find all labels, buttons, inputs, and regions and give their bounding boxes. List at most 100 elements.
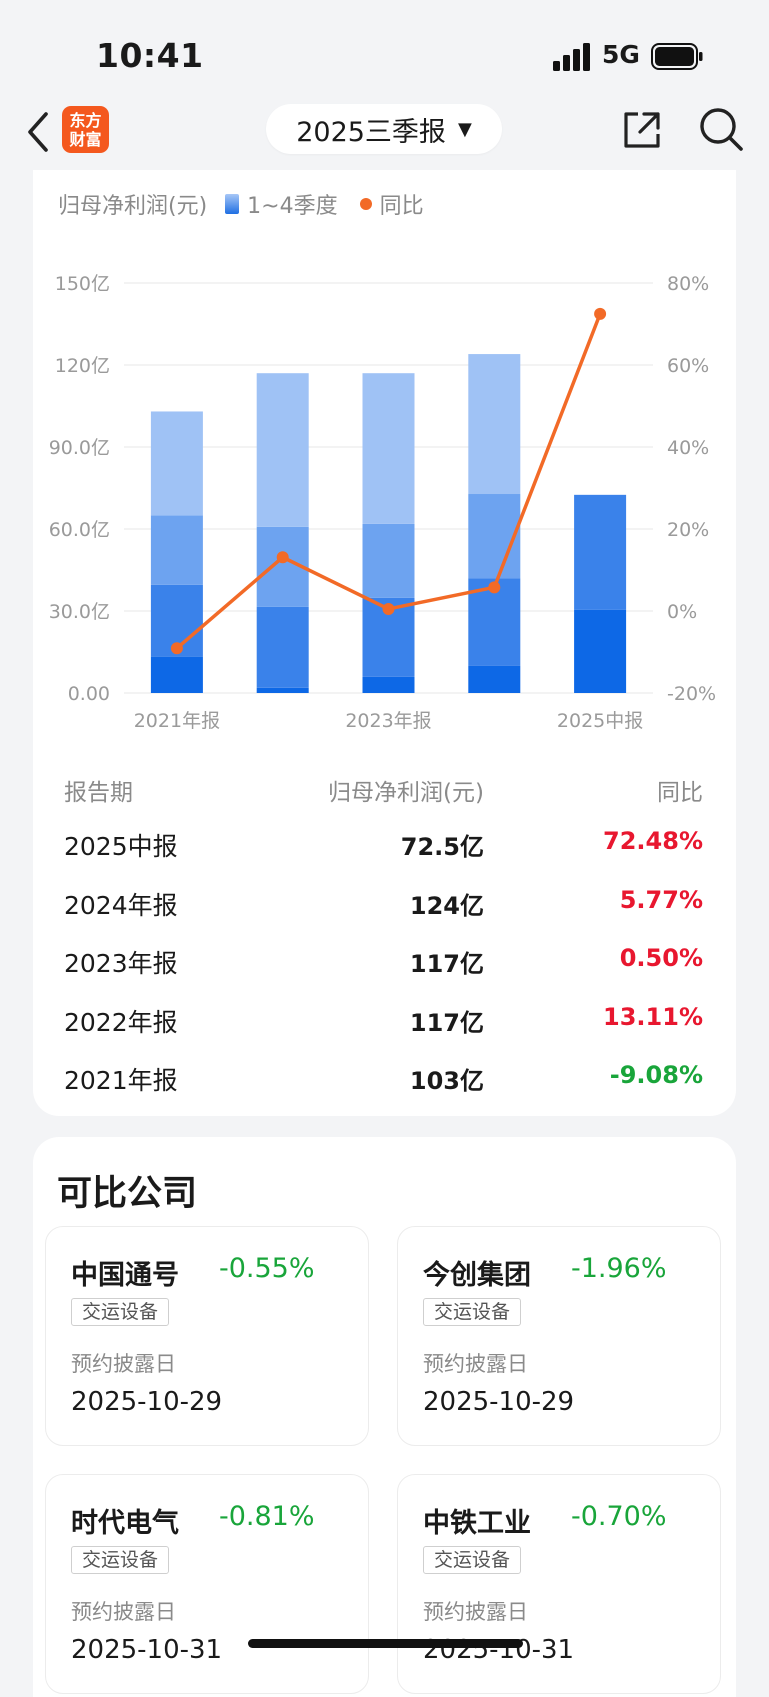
peer-name: 中国通号 xyxy=(71,1260,179,1291)
table-row[interactable]: 2025中报 72.5亿 72.48% xyxy=(0,827,769,867)
peer-change: -0.81% xyxy=(219,1501,315,1532)
row-period: 2023年报 xyxy=(64,949,178,978)
legend-bars: 1~4季度 xyxy=(247,194,338,219)
row-yoy: 5.77% xyxy=(619,885,703,914)
bar-segment xyxy=(256,687,309,693)
x-tick-label: 2021年报 xyxy=(134,710,220,732)
status-bar: 10:41 5G xyxy=(0,0,769,100)
legend-bar-swatch xyxy=(225,194,240,214)
row-profit: 117亿 xyxy=(409,1008,484,1037)
yoy-point xyxy=(170,642,183,655)
peer-date-label: 预约披露日 xyxy=(423,1600,528,1624)
peer-date: 2025-10-29 xyxy=(71,1387,223,1417)
y-right-tick-label: 80% xyxy=(667,273,709,295)
row-profit: 117亿 xyxy=(409,950,484,978)
peer-name: 时代电气 xyxy=(71,1508,179,1539)
status-time: 10:41 xyxy=(96,36,204,75)
app-logo: 东方 财富 xyxy=(62,106,109,153)
row-period: 2024年报 xyxy=(64,890,178,920)
peer-name: 中铁工业 xyxy=(423,1508,531,1539)
peer-change: -0.70% xyxy=(571,1501,667,1532)
period-selector[interactable]: 2025三季报 ▼ xyxy=(266,104,502,154)
bar-segment xyxy=(256,373,309,527)
bar-segment xyxy=(150,515,203,585)
table-row[interactable]: 2021年报 103亿 -9.08% xyxy=(0,1061,769,1101)
y-left-tick-label: 120亿 xyxy=(55,355,110,377)
row-profit: 103亿 xyxy=(409,1067,484,1095)
th-profit: 归母净利润(元) xyxy=(328,780,484,806)
bar-segment xyxy=(150,411,203,516)
y-right-tick-label: 60% xyxy=(667,355,709,377)
peer-date-label: 预约披露日 xyxy=(423,1352,528,1376)
peer-card[interactable]: 中铁工业 -0.70% 交运设备 预约披露日 2025-10-31 xyxy=(397,1474,721,1694)
th-period: 报告期 xyxy=(64,780,133,806)
x-tick-label: 2023年报 xyxy=(345,710,431,732)
row-period: 2025中报 xyxy=(64,832,178,861)
y-left-tick-label: 60.0亿 xyxy=(49,519,110,541)
bar-segment xyxy=(574,494,627,610)
row-yoy: -9.08% xyxy=(609,1061,703,1089)
search-icon[interactable] xyxy=(698,106,744,152)
yoy-point xyxy=(488,581,501,594)
bar-segment xyxy=(362,523,415,598)
y-right-tick-label: -20% xyxy=(667,683,716,705)
y-left-tick-label: 0.00 xyxy=(68,683,110,705)
row-yoy: 72.48% xyxy=(603,827,703,855)
row-yoy: 13.11% xyxy=(603,1002,703,1031)
share-icon[interactable] xyxy=(620,108,664,152)
peer-change: -0.55% xyxy=(219,1253,315,1284)
period-label: 2025三季报 xyxy=(296,116,446,148)
table-row[interactable]: 2023年报 117亿 0.50% xyxy=(0,944,769,984)
y-left-tick-label: 150亿 xyxy=(55,273,110,295)
peer-card[interactable]: 时代电气 -0.81% 交运设备 预约披露日 2025-10-31 xyxy=(45,1474,369,1694)
y-left-tick-label: 30.0亿 xyxy=(49,601,110,623)
peer-card[interactable]: 中国通号 -0.55% 交运设备预约披露日 2025-10-29 xyxy=(45,1226,369,1446)
network-label: 5G xyxy=(602,40,640,69)
row-profit: 124亿 xyxy=(409,891,484,920)
th-yoy: 同比 xyxy=(657,780,703,806)
peers-title: 可比公司 xyxy=(57,1174,198,1214)
yoy-point xyxy=(276,551,289,564)
table-row[interactable]: 2024年报 124亿 5.77% xyxy=(0,886,769,926)
home-indicator xyxy=(248,1639,523,1648)
chart-legend: 归母净利润(元) 1~4季度 同比 xyxy=(58,188,424,220)
table-row[interactable]: 2022年报 117亿 13.11% xyxy=(0,1003,769,1043)
bar-segment xyxy=(150,656,203,693)
battery-icon xyxy=(651,43,703,70)
signal-icon xyxy=(553,43,590,71)
peer-industry-tag: 交运设备 xyxy=(423,1546,522,1574)
x-tick-label: 2025中报 xyxy=(557,710,643,732)
back-chevron-icon[interactable] xyxy=(24,108,52,156)
legend-metric: 归母净利润(元) xyxy=(58,194,208,219)
legend-line: 同比 xyxy=(379,194,424,219)
bar-segment xyxy=(468,494,521,579)
peer-date: 2025-10-29 xyxy=(423,1387,575,1417)
caret-down-icon: ▼ xyxy=(457,118,472,140)
bar-segment xyxy=(362,676,415,693)
peer-date-label: 预约披露日 xyxy=(71,1352,176,1376)
yoy-point xyxy=(594,307,607,320)
peer-name: 今创集团 xyxy=(423,1260,531,1291)
profit-chart: 0.00 30.0亿 60.0亿 90.0亿 120亿 150亿 -20% 0% 20% 40% 6… xyxy=(49,273,716,732)
y-left-tick-label: 90.0亿 xyxy=(49,437,110,459)
yoy-point xyxy=(382,602,395,615)
row-period: 2022年报 xyxy=(64,1007,178,1037)
bar-segment xyxy=(574,609,627,693)
peer-industry-tag: 交运设备 xyxy=(71,1298,170,1326)
y-right-tick-label: 40% xyxy=(667,437,709,459)
peer-date: 2025-10-31 xyxy=(71,1635,223,1665)
row-period: 2021年报 xyxy=(64,1066,178,1095)
row-yoy: 0.50% xyxy=(619,944,703,972)
row-profit: 72.5亿 xyxy=(400,833,484,861)
y-right-tick-label: 0% xyxy=(667,601,697,623)
y-right-tick-label: 20% xyxy=(667,519,709,541)
legend-line-dot xyxy=(359,198,372,210)
bar-segment xyxy=(256,606,309,688)
bar-segment xyxy=(362,373,415,524)
bar-segment xyxy=(468,665,521,693)
peer-date-label: 预约披露日 xyxy=(71,1600,176,1624)
peer-change: -1.96% xyxy=(571,1253,667,1284)
peer-card[interactable]: 今创集团 -1.96% 交运设备预约披露日 2025-10-29 xyxy=(397,1226,721,1446)
peer-industry-tag: 交运设备 xyxy=(423,1298,522,1326)
bar-segment xyxy=(468,354,521,495)
